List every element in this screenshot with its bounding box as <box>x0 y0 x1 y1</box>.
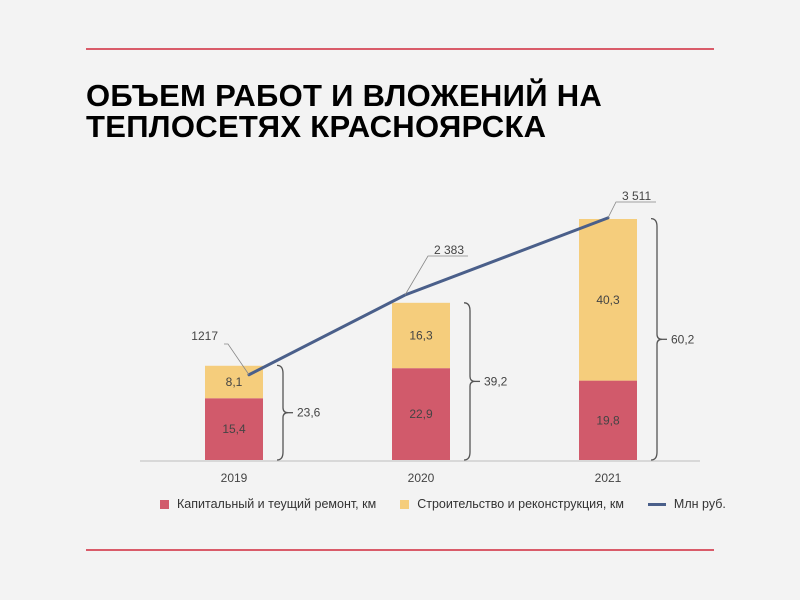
total-bracket-2020 <box>463 302 476 461</box>
bar-construction-2020 <box>392 302 450 369</box>
bar-label-construction-2021: 40,3 <box>596 293 620 307</box>
title-line-2: ТЕПЛОСЕТЯХ КРАСНОЯРСКА <box>86 109 547 144</box>
bar-repair-2019 <box>205 398 263 460</box>
total-label-2019: 23,6 <box>297 406 321 420</box>
funding-leader-2021 <box>607 201 656 219</box>
bottom-divider <box>86 549 714 551</box>
page-title: ОБЪЕМ РАБОТ И ВЛОЖЕНИЙ НА ТЕПЛОСЕТЯХ КРА… <box>86 80 602 142</box>
funding-label-2020: 2 383 <box>434 243 464 257</box>
legend-label-construction: Строительство и реконструкция, км <box>417 497 624 511</box>
x-tick-label-2019: 2019 <box>221 471 248 485</box>
legend-swatch-repair <box>160 499 169 509</box>
bar-repair-2021 <box>579 380 637 460</box>
total-label-2021: 60,2 <box>671 332 695 346</box>
chart-legend: Капитальный и теущий ремонт, км Строител… <box>160 497 750 511</box>
x-tick-label-2021: 2021 <box>595 471 622 485</box>
bar-repair-2020 <box>392 368 450 460</box>
legend-label-funding: Млн руб. <box>673 497 726 511</box>
bar-label-construction-2019: 8,1 <box>226 375 243 389</box>
legend-item-funding: Млн руб. <box>647 497 726 511</box>
total-bracket-2021 <box>650 217 663 461</box>
funding-leader-2019 <box>224 343 250 375</box>
legend-swatch-construction <box>400 499 410 509</box>
bar-construction-2021 <box>579 218 637 381</box>
bar-label-repair-2019: 15,4 <box>222 422 246 436</box>
legend-label-repair: Капитальный и теущий ремонт, км <box>177 497 377 511</box>
legend-item-construction: Строительство и реконструкция, км <box>400 497 624 511</box>
bar-label-repair-2021: 19,8 <box>596 413 620 427</box>
total-bracket-2019 <box>276 364 289 461</box>
bar-label-construction-2020: 16,3 <box>409 328 433 342</box>
funding-leader-2020 <box>404 255 468 296</box>
top-divider <box>86 48 714 50</box>
legend-item-repair: Капитальный и теущий ремонт, км <box>160 497 376 511</box>
x-tick-label-2020: 2020 <box>408 471 435 485</box>
legend-swatch-funding <box>647 502 666 506</box>
title-line-1: ОБЪЕМ РАБОТ И ВЛОЖЕНИЙ НА <box>86 78 603 113</box>
bar-label-repair-2020: 22,9 <box>409 407 433 421</box>
funding-label-2021: 3 511 <box>622 189 651 203</box>
total-label-2020: 39,2 <box>484 374 508 388</box>
funding-label-2019: 1217 <box>191 329 218 343</box>
